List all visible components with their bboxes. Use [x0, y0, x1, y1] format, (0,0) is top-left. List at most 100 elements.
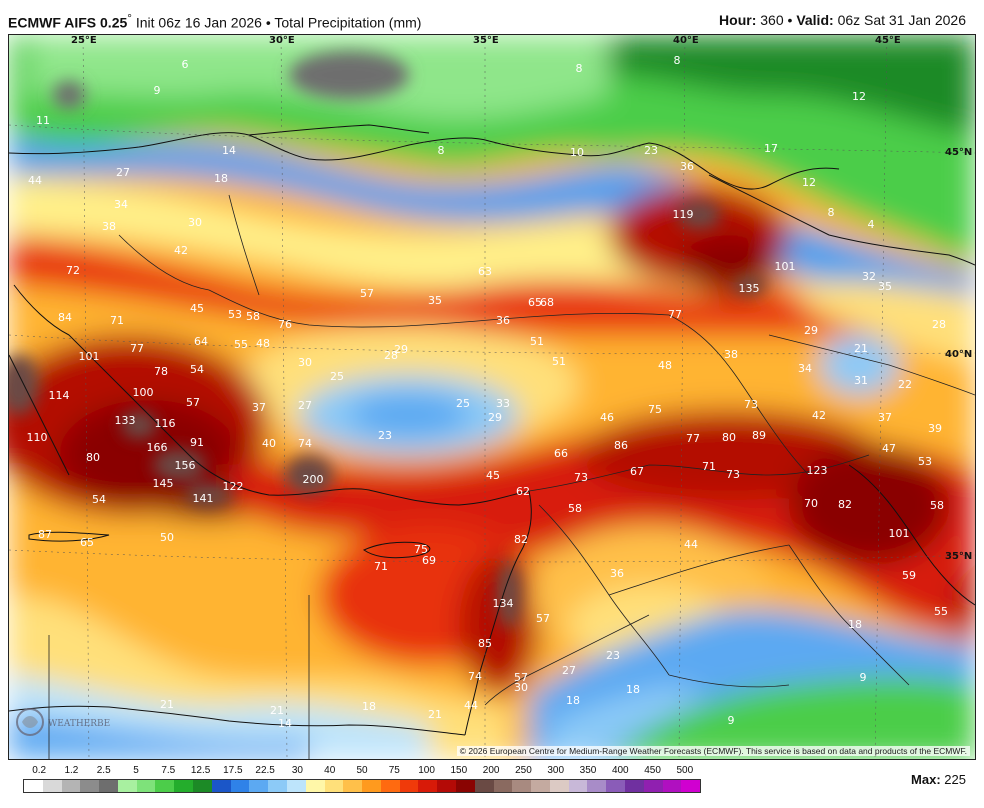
legend-swatch — [305, 780, 325, 792]
precip-value: 27 — [298, 399, 312, 412]
degree-sign: ° — [127, 12, 132, 25]
latitude-labels: 45°N 40°N 35°N — [945, 147, 972, 562]
precip-value: 22 — [898, 378, 912, 391]
legend-swatch — [61, 780, 81, 792]
precip-value: 62 — [516, 485, 530, 498]
legend-label: 400 — [611, 765, 629, 776]
precip-value: 51 — [552, 355, 566, 368]
precip-value: 166 — [147, 441, 168, 454]
precip-value: 122 — [223, 480, 244, 493]
precip-value: 23 — [606, 649, 620, 662]
legend-swatch — [42, 780, 62, 792]
valid-label: Valid — [796, 12, 829, 28]
precip-value: 134 — [493, 597, 514, 610]
model-name: ECMWF AIFS 0.25 — [8, 14, 128, 31]
precip-value: 71 — [374, 560, 388, 573]
precip-value: 57 — [514, 671, 528, 684]
precip-value: 63 — [478, 265, 492, 278]
precip-value: 18 — [566, 694, 580, 707]
precip-value: 9 — [154, 84, 161, 97]
precip-peaks — [9, 51, 765, 629]
precip-value: 48 — [256, 337, 270, 350]
max-value: 225 — [944, 772, 966, 787]
legend-label: 100 — [418, 765, 435, 776]
legend-swatch — [174, 780, 194, 792]
longitude-label: 35°E — [473, 35, 499, 46]
valid-separator: • — [787, 12, 793, 28]
precip-value: 67 — [630, 465, 644, 478]
borders — [48, 194, 975, 759]
legend-swatch — [155, 780, 175, 792]
precip-value: 101 — [889, 527, 910, 540]
precip-value: 28 — [384, 349, 398, 362]
precip-value: 32 — [862, 270, 876, 283]
legend-label: 5 — [133, 765, 139, 776]
legend-label: 30 — [291, 765, 303, 776]
legend-colorbar — [23, 779, 701, 793]
legend-swatch — [268, 780, 287, 792]
copyright-notice: © 2026 European Centre for Medium-Range … — [456, 746, 970, 756]
longitude-label: 25°E — [71, 35, 97, 46]
precip-value: 58 — [246, 310, 260, 323]
latitude-label: 45°N — [945, 147, 972, 158]
precip-value: 64 — [194, 335, 208, 348]
precip-value: 47 — [882, 442, 896, 455]
precip-value: 55 — [934, 605, 948, 618]
precip-value: 53 — [918, 455, 932, 468]
precip-value: 23 — [644, 144, 658, 157]
field-name: Total Precipitation (mm) — [274, 14, 422, 31]
legend-swatch — [512, 780, 532, 792]
precip-value: 4 — [868, 218, 875, 231]
coastlines — [9, 124, 975, 736]
precip-value: 200 — [303, 473, 324, 486]
legend-swatch — [418, 780, 438, 792]
legend-swatch — [549, 780, 569, 792]
legend-swatch — [324, 780, 344, 792]
precip-value: 6 — [182, 58, 189, 71]
precip-value: 45 — [486, 469, 500, 482]
legend-swatch — [136, 780, 156, 792]
valid-value: 06z Sat 31 Jan 2026 — [837, 12, 966, 28]
precip-value: 101 — [79, 350, 100, 363]
legend-swatch — [681, 780, 701, 792]
precip-value: 57 — [186, 396, 200, 409]
precip-value: 28 — [932, 318, 946, 331]
precip-value: 70 — [804, 497, 818, 510]
legend-label: 17.5 — [223, 765, 243, 776]
precip-value: 37 — [878, 411, 892, 424]
precip-value: 9 — [860, 671, 867, 684]
legend-swatch — [493, 780, 513, 792]
precip-value: 65 — [80, 536, 94, 549]
precip-value: 119 — [673, 208, 694, 221]
legend-label: 350 — [579, 765, 597, 776]
legend-label: 75 — [388, 765, 400, 776]
precip-value: 10 — [570, 146, 584, 159]
precip-value: 76 — [278, 318, 292, 331]
precip-value: 38 — [102, 220, 116, 233]
precip-value: 59 — [902, 569, 916, 582]
legend-swatch — [606, 780, 625, 792]
hour-value: 360 — [760, 12, 784, 28]
legend-label: 50 — [356, 765, 368, 776]
precip-value: 35 — [428, 294, 442, 307]
precip-value: 44 — [684, 538, 698, 551]
legend-label: 200 — [482, 765, 500, 776]
title-separator: • — [265, 14, 271, 31]
precip-value: 75 — [414, 543, 428, 556]
precip-value: 33 — [496, 397, 510, 410]
legend-swatch — [662, 780, 682, 792]
precip-value: 34 — [798, 362, 812, 375]
precip-value: 85 — [478, 637, 492, 650]
precip-value: 36 — [680, 160, 694, 173]
precip-value: 57 — [536, 612, 550, 625]
legend-swatch — [343, 780, 363, 792]
legend-label: 450 — [644, 765, 661, 776]
precip-value: 73 — [726, 468, 740, 481]
legend-swatch — [99, 780, 118, 792]
precip-value: 44 — [464, 699, 478, 712]
legend-swatch — [24, 780, 43, 792]
precip-value: 55 — [234, 338, 248, 351]
legend-label: 1.2 — [64, 765, 79, 776]
legend-swatch — [249, 780, 269, 792]
precip-value: 42 — [812, 409, 826, 422]
